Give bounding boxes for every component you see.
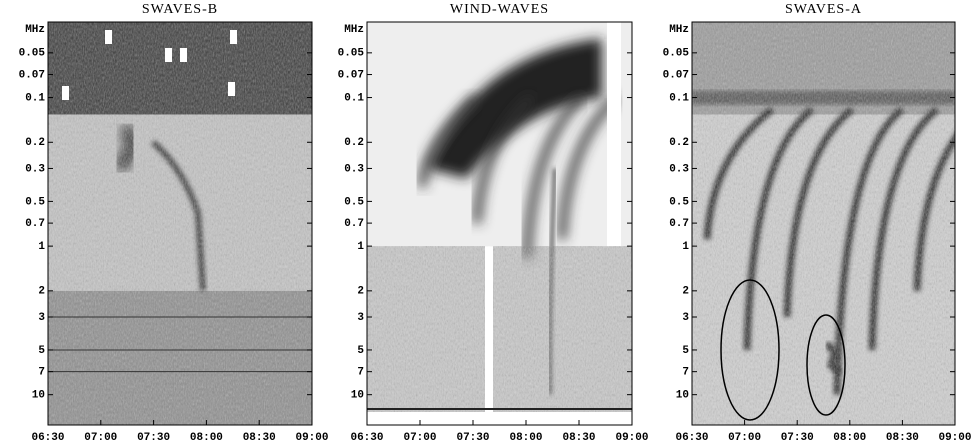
burst (427, 38, 602, 179)
x-tick-label: 09:00 (615, 432, 648, 444)
y-tick-label: 3 (38, 312, 45, 324)
x-tick-label: 08:30 (886, 432, 919, 444)
x-tick-label: 08:30 (562, 432, 595, 444)
y-tick-label: 0.2 (669, 137, 689, 149)
y-tick-label: 5 (357, 345, 364, 357)
y-tick-label: 10 (676, 390, 689, 402)
x-tick-label: 07:00 (84, 432, 117, 444)
chart-title: SWAVES-B (142, 2, 218, 17)
annotation-ellipse (720, 279, 780, 421)
y-axis-label: MHz (344, 24, 364, 36)
y-tick-label: 0.05 (663, 48, 690, 60)
gap (485, 246, 493, 425)
y-tick-label: 2 (357, 286, 364, 298)
y-tick-label: 0.05 (19, 48, 46, 60)
y-tick-label: 1 (357, 241, 364, 253)
y-tick-label: 5 (38, 345, 45, 357)
y-tick-label: 7 (357, 367, 364, 379)
y-tick-label: 0.07 (19, 69, 45, 81)
x-tick-label: 08:00 (833, 432, 866, 444)
spectrogram (367, 22, 632, 425)
noise (692, 22, 955, 425)
x-tick-label: 06:30 (675, 432, 708, 444)
x-tick-label: 07:30 (781, 432, 814, 444)
x-tick-label: 09:00 (938, 432, 971, 444)
y-tick-label: 2 (682, 286, 689, 298)
artifact (62, 86, 69, 100)
y-tick-label: 0.2 (344, 137, 364, 149)
y-tick-label: 0.1 (669, 92, 689, 104)
artifact (105, 30, 112, 44)
y-tick-label: 0.7 (344, 218, 364, 230)
y-tick-label: 0.5 (669, 196, 689, 208)
y-tick-label: 0.07 (338, 69, 364, 81)
y-tick-label: 0.1 (25, 92, 45, 104)
y-tick-label: 3 (682, 312, 689, 324)
chart-title: WIND-WAVES (450, 2, 549, 17)
x-tick-label: 07:30 (456, 432, 489, 444)
y-tick-label: 0.05 (338, 48, 365, 60)
y-tick-label: 0.7 (669, 218, 689, 230)
y-tick-label: 0.3 (669, 163, 689, 175)
gap (607, 22, 621, 247)
y-tick-label: 5 (682, 345, 689, 357)
x-tick-label: 07:00 (403, 432, 436, 444)
x-tick-label: 07:30 (137, 432, 170, 444)
x-tick-label: 08:00 (190, 432, 223, 444)
y-tick-label: 1 (682, 241, 689, 253)
burst (418, 94, 480, 188)
gap (367, 412, 632, 425)
noise (48, 22, 312, 425)
artifact (165, 48, 172, 62)
y-tick-label: 0.1 (344, 92, 364, 104)
x-tick-label: 06:30 (31, 432, 64, 444)
artifact (230, 30, 237, 44)
chart-title: SWAVES-A (785, 2, 862, 17)
x-tick-label: 07:00 (728, 432, 761, 444)
spectrogram (692, 22, 955, 425)
y-axis-label: MHz (669, 24, 689, 36)
y-tick-label: 10 (32, 390, 45, 402)
burst (473, 94, 535, 224)
x-tick-label: 08:30 (243, 432, 276, 444)
x-tick-label: 08:00 (509, 432, 542, 444)
y-tick-label: 0.5 (25, 196, 45, 208)
y-tick-label: 0.2 (25, 137, 45, 149)
x-tick-label: 06:30 (350, 432, 383, 444)
y-tick-label: 2 (38, 286, 45, 298)
artifact (180, 48, 187, 62)
y-tick-label: 0.07 (663, 69, 689, 81)
spectrogram (48, 22, 312, 425)
y-tick-label: 7 (38, 367, 45, 379)
noise (367, 246, 632, 425)
y-tick-label: 0.3 (344, 163, 364, 175)
burst (558, 94, 620, 240)
x-tick-label: 09:00 (295, 432, 328, 444)
y-tick-label: 7 (682, 367, 689, 379)
y-tick-label: 0.7 (25, 218, 45, 230)
burst (523, 94, 585, 259)
y-tick-label: 10 (351, 390, 364, 402)
y-tick-label: 1 (38, 241, 45, 253)
artifact (228, 82, 235, 96)
y-tick-label: 3 (357, 312, 364, 324)
y-tick-label: 0.5 (344, 196, 364, 208)
y-tick-label: 0.3 (25, 163, 45, 175)
annotation-ellipse (806, 314, 846, 416)
y-axis-label: MHz (25, 24, 45, 36)
